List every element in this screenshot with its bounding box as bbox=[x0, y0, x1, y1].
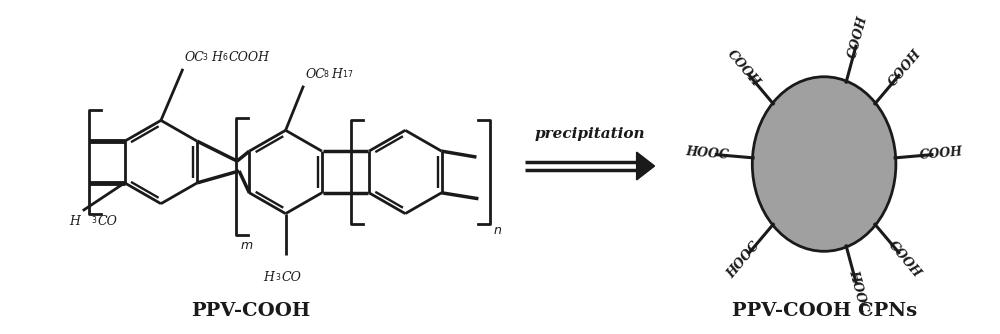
Ellipse shape bbox=[779, 110, 869, 218]
Text: OC: OC bbox=[185, 51, 205, 64]
Text: COOH: COOH bbox=[724, 47, 762, 89]
Text: PPV-COOH CPNs: PPV-COOH CPNs bbox=[732, 302, 917, 320]
Text: $_3$: $_3$ bbox=[91, 215, 97, 227]
Text: $_6$: $_6$ bbox=[222, 51, 228, 64]
Text: HOOC: HOOC bbox=[724, 239, 762, 281]
Ellipse shape bbox=[797, 131, 851, 197]
Ellipse shape bbox=[752, 77, 896, 251]
Text: COOH: COOH bbox=[886, 47, 924, 89]
Ellipse shape bbox=[815, 153, 833, 175]
Text: n: n bbox=[493, 223, 501, 236]
Text: CO: CO bbox=[98, 215, 118, 227]
Text: COOH: COOH bbox=[886, 239, 924, 281]
Ellipse shape bbox=[788, 120, 860, 208]
Text: HOOC: HOOC bbox=[685, 145, 729, 162]
Text: PPV-COOH: PPV-COOH bbox=[191, 302, 310, 320]
Text: $_3$: $_3$ bbox=[275, 271, 281, 284]
Text: $_8$: $_8$ bbox=[323, 68, 329, 81]
Ellipse shape bbox=[770, 99, 878, 229]
Text: HOOC: HOOC bbox=[846, 268, 870, 314]
Text: H: H bbox=[331, 68, 342, 81]
Text: COOH: COOH bbox=[229, 51, 270, 64]
Text: COOH: COOH bbox=[846, 14, 870, 60]
Text: COOH: COOH bbox=[919, 145, 964, 162]
Ellipse shape bbox=[806, 142, 842, 186]
Ellipse shape bbox=[761, 88, 887, 240]
Text: CO: CO bbox=[282, 271, 301, 284]
Text: precipitation: precipitation bbox=[534, 127, 645, 141]
Text: $_{17}$: $_{17}$ bbox=[342, 68, 354, 81]
Text: H: H bbox=[264, 271, 275, 284]
Text: m: m bbox=[241, 239, 253, 253]
Text: OC: OC bbox=[306, 68, 325, 81]
Text: $_3$: $_3$ bbox=[202, 51, 209, 64]
Polygon shape bbox=[637, 152, 655, 180]
Text: H: H bbox=[211, 51, 222, 64]
Text: H: H bbox=[69, 215, 80, 227]
